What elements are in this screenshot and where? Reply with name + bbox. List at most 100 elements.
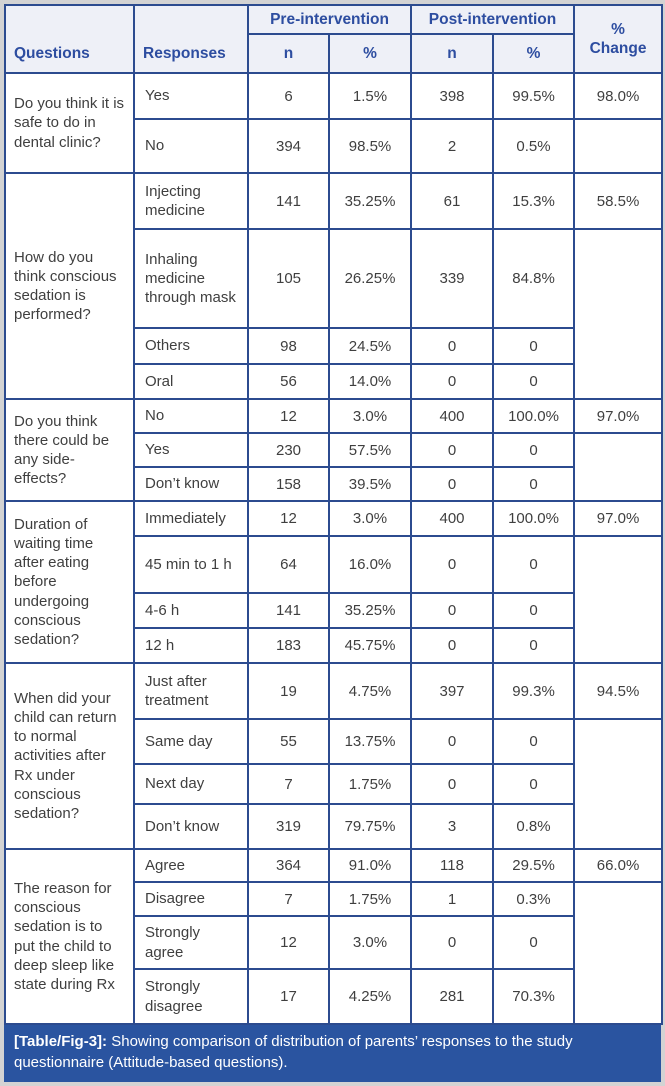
response-cell: Agree	[133, 848, 249, 883]
post-pct-cell: 0	[492, 592, 576, 629]
question-cell: When did your child can return to normal…	[4, 662, 135, 850]
post-n-cell: 0	[410, 592, 495, 629]
pre-n-cell: 230	[247, 432, 330, 468]
pre-pct-cell: 91.0%	[327, 848, 413, 883]
pre-n-cell: 319	[247, 803, 330, 850]
change-empty-cell	[573, 118, 664, 174]
post-n-cell: 0	[410, 627, 495, 664]
response-cell: Next day	[133, 763, 249, 805]
post-n-cell: 339	[410, 228, 495, 329]
pre-pct-cell: 35.25%	[327, 172, 413, 230]
question-cell: Duration of waiting time after eating be…	[4, 500, 135, 664]
post-n-cell: 398	[410, 72, 495, 120]
pre-n-cell: 55	[247, 718, 330, 765]
caption-label: [Table/Fig-3]:	[14, 1033, 108, 1050]
post-pct-cell: 0.3%	[492, 881, 576, 917]
response-cell: 12 h	[133, 627, 249, 664]
response-cell: 45 min to 1 h	[133, 535, 249, 594]
post-pct-cell: 0	[492, 763, 576, 805]
pre-pct-cell: 24.5%	[327, 327, 413, 365]
post-n-cell: 0	[410, 718, 495, 765]
pre-n-cell: 394	[247, 118, 330, 174]
pre-pct-cell: 79.75%	[327, 803, 413, 850]
change-empty-cell	[573, 718, 664, 850]
pre-pct-cell: 35.25%	[327, 592, 413, 629]
responses-table: Questions Responses Pre-intervention Pos…	[4, 4, 664, 1025]
response-cell: Don’t know	[133, 466, 249, 502]
pre-pct-cell: 3.0%	[327, 915, 413, 970]
post-pct-cell: 99.5%	[492, 72, 576, 120]
pre-n-cell: 7	[247, 763, 330, 805]
post-pct-cell: 0	[492, 915, 576, 970]
change-empty-cell	[573, 228, 664, 400]
header-pre-n: n	[247, 33, 330, 74]
post-pct-cell: 0	[492, 327, 576, 365]
pre-n-cell: 12	[247, 915, 330, 970]
post-n-cell: 400	[410, 500, 495, 537]
pre-pct-cell: 1.5%	[327, 72, 413, 120]
change-empty-cell	[573, 881, 664, 1025]
post-n-cell: 3	[410, 803, 495, 850]
question-cell: How do you think conscious sedation is p…	[4, 172, 135, 400]
post-pct-cell: 15.3%	[492, 172, 576, 230]
post-pct-cell: 29.5%	[492, 848, 576, 883]
response-cell: Others	[133, 327, 249, 365]
response-cell: Yes	[133, 432, 249, 468]
pre-n-cell: 141	[247, 592, 330, 629]
pre-pct-cell: 13.75%	[327, 718, 413, 765]
response-cell: Same day	[133, 718, 249, 765]
post-n-cell: 0	[410, 763, 495, 805]
question-cell: The reason for conscious sedation is to …	[4, 848, 135, 1025]
change-cell: 97.0%	[573, 398, 664, 434]
pre-pct-cell: 45.75%	[327, 627, 413, 664]
post-n-cell: 0	[410, 466, 495, 502]
post-n-cell: 0	[410, 535, 495, 594]
caption-text: Showing comparison of distribution of pa…	[14, 1033, 573, 1071]
post-pct-cell: 0.5%	[492, 118, 576, 174]
header-pre-pct: %	[327, 33, 413, 74]
pre-n-cell: 19	[247, 662, 330, 720]
post-n-cell: 61	[410, 172, 495, 230]
post-pct-cell: 100.0%	[492, 500, 576, 537]
pre-pct-cell: 4.75%	[327, 662, 413, 720]
post-pct-cell: 99.3%	[492, 662, 576, 720]
pre-n-cell: 56	[247, 363, 330, 400]
pre-pct-cell: 3.0%	[327, 500, 413, 537]
change-empty-cell	[573, 535, 664, 664]
pre-pct-cell: 14.0%	[327, 363, 413, 400]
pre-pct-cell: 39.5%	[327, 466, 413, 502]
post-n-cell: 400	[410, 398, 495, 434]
response-cell: Inhaling medicine through mask	[133, 228, 249, 329]
pre-n-cell: 98	[247, 327, 330, 365]
pre-n-cell: 17	[247, 968, 330, 1025]
header-pre-intervention: Pre-intervention	[246, 4, 413, 35]
pre-pct-cell: 26.25%	[327, 228, 413, 329]
response-cell: Injecting medicine	[133, 172, 249, 230]
response-cell: Immediately	[133, 500, 249, 537]
pre-pct-cell: 3.0%	[327, 398, 413, 434]
pre-n-cell: 364	[247, 848, 330, 883]
post-pct-cell: 0	[492, 432, 576, 468]
header-responses: Responses	[133, 4, 249, 74]
post-pct-cell: 0.8%	[492, 803, 576, 850]
pre-pct-cell: 98.5%	[327, 118, 413, 174]
pct-change-line1: %	[611, 20, 625, 38]
pct-change-line2: Change	[589, 40, 647, 57]
post-pct-cell: 84.8%	[492, 228, 576, 329]
post-n-cell: 2	[410, 118, 495, 174]
change-cell: 58.5%	[573, 172, 664, 230]
figure-caption: [Table/Fig-3]: Showing comparison of dis…	[4, 1025, 661, 1083]
change-cell: 98.0%	[573, 72, 664, 120]
header-post-n: n	[410, 33, 495, 74]
change-empty-cell	[573, 432, 664, 502]
question-cell: Do you think there could be any side-eff…	[4, 398, 135, 502]
pre-n-cell: 12	[247, 398, 330, 434]
response-cell: Strongly agree	[133, 915, 249, 970]
response-cell: Oral	[133, 363, 249, 400]
pre-n-cell: 105	[247, 228, 330, 329]
pre-n-cell: 12	[247, 500, 330, 537]
response-cell: Don’t know	[133, 803, 249, 850]
response-cell: Just after treatment	[133, 662, 249, 720]
post-pct-cell: 0	[492, 535, 576, 594]
pre-pct-cell: 16.0%	[327, 535, 413, 594]
